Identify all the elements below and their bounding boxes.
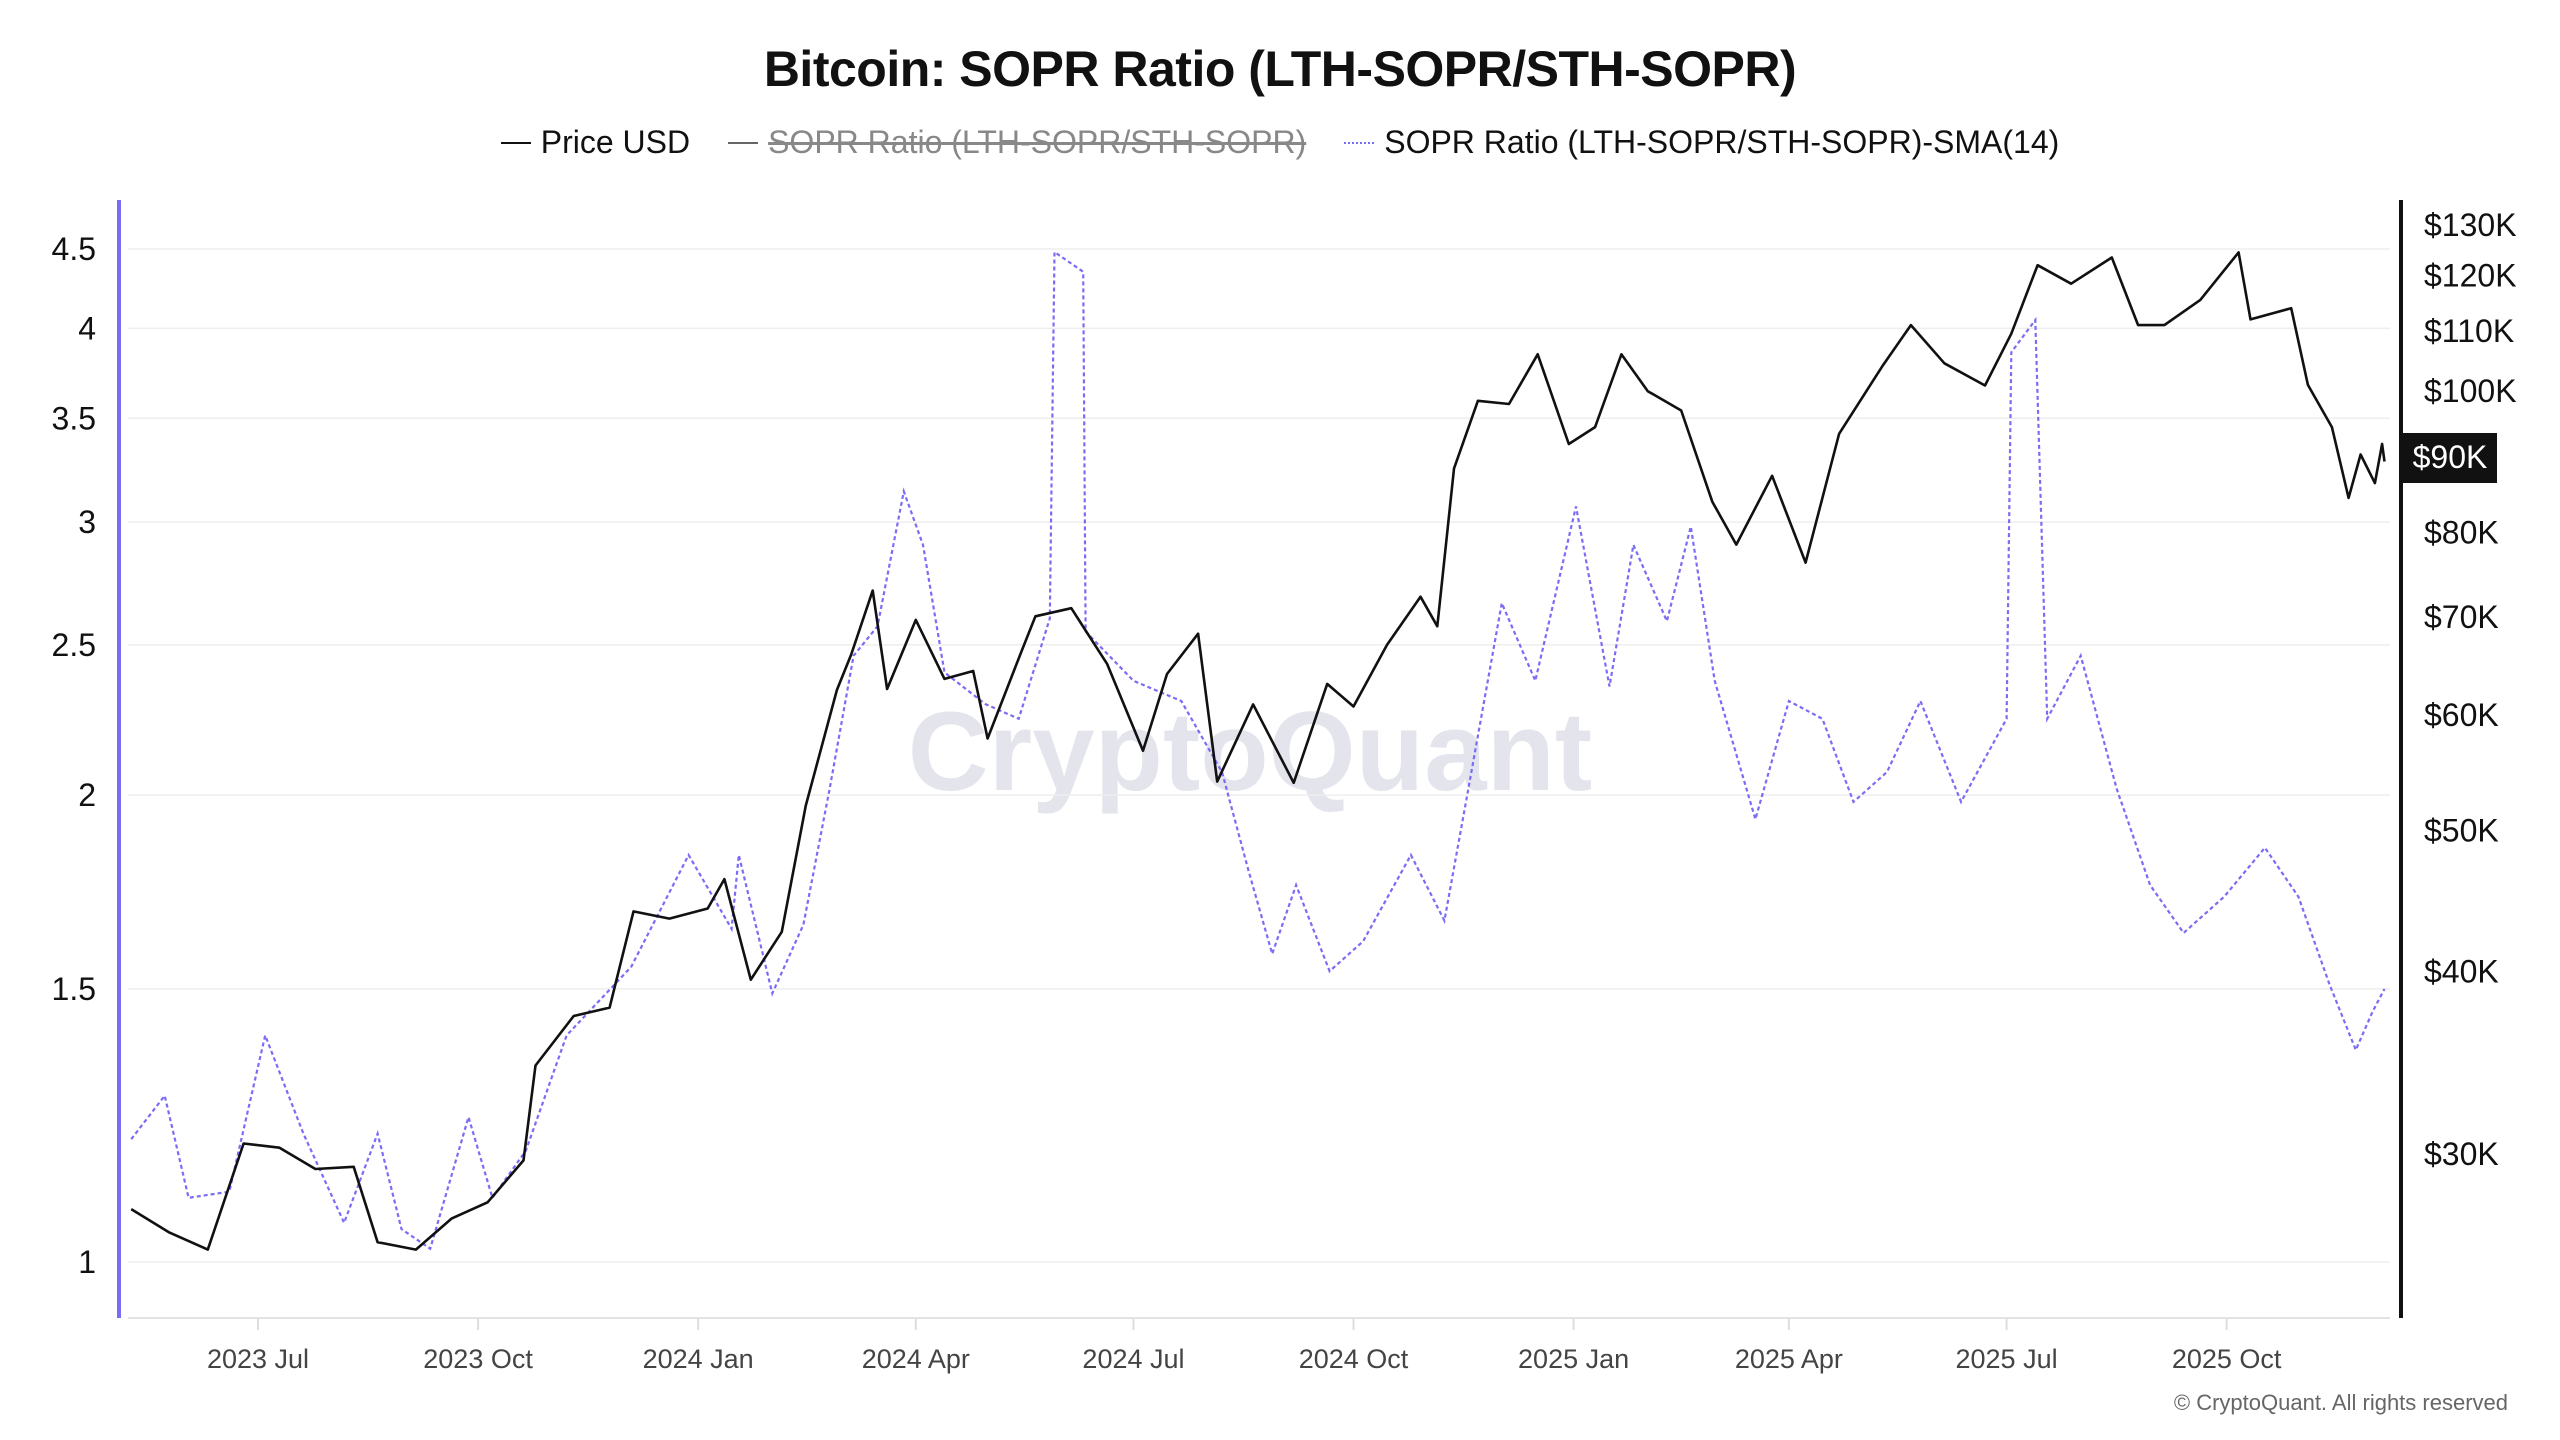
y-right-tick-label: $130K <box>2424 207 2517 243</box>
legend-swatch-sopr-ratio <box>728 141 759 144</box>
x-tick-label: 2025 Jan <box>1518 1344 1629 1374</box>
legend-label-sopr-sma: SOPR Ratio (LTH-SOPR/STH-SOPR)-SMA(14) <box>1384 124 2060 160</box>
x-tick-label: 2023 Jul <box>207 1344 309 1374</box>
axes: 1 1.5 2 2.5 3 3.5 4 4.5 $30K $40K $50K $60K $70K $80K… <box>52 200 2517 1374</box>
x-tick-label: 2024 Jan <box>643 1344 754 1374</box>
legend-label-sopr-ratio: SOPR Ratio (LTH-SOPR/STH-SOPR) <box>768 124 1307 160</box>
series-lines <box>130 249 2386 1251</box>
x-tick-label: 2025 Apr <box>1735 1344 1843 1374</box>
y-left-tick-label: 3 <box>78 504 96 540</box>
y-right-tick-label: $100K <box>2424 373 2517 409</box>
legend-label-price: Price USD <box>540 124 691 160</box>
y-left-tick-label: 1.5 <box>52 971 96 1007</box>
x-tick-label: 2023 Oct <box>423 1344 533 1374</box>
current-price-badge: $90K <box>2403 432 2497 483</box>
y-right-tick-label: $40K <box>2424 954 2499 990</box>
legend-item-sopr-sma[interactable]: SOPR Ratio (LTH-SOPR/STH-SOPR)-SMA(14) <box>1344 124 2059 161</box>
y-left-tick-label: 3.5 <box>52 400 96 436</box>
y-left-tick-label: 4.5 <box>52 231 96 267</box>
x-tick-label: 2024 Apr <box>862 1344 970 1374</box>
y-left-tick-label: 1 <box>78 1244 96 1280</box>
legend-item-sopr-ratio[interactable]: SOPR Ratio (LTH-SOPR/STH-SOPR) <box>728 124 1306 161</box>
y-right-tick-label: $60K <box>2424 697 2499 733</box>
legend-swatch-sopr-sma <box>1344 141 1375 144</box>
chart-title: Bitcoin: SOPR Ratio (LTH-SOPR/STH-SOPR) <box>763 41 1797 97</box>
legend-swatch-price <box>500 141 531 144</box>
y-left-tick-label: 2.5 <box>52 627 96 663</box>
y-left-tick-label: 2 <box>78 777 96 813</box>
legend-item-price[interactable]: Price USD <box>500 124 691 161</box>
price-usd-line <box>130 251 2386 1251</box>
y-right-tick-label: $70K <box>2424 599 2499 635</box>
y-right-tick-label: $50K <box>2424 812 2499 848</box>
x-tick-label: 2025 Oct <box>2172 1344 2282 1374</box>
y-right-tick-label: $120K <box>2424 258 2517 294</box>
x-tick-label: 2024 Oct <box>1299 1344 1409 1374</box>
copyright: © CryptoQuant. All rights reserved <box>2173 1390 2508 1415</box>
x-tick-label: 2025 Jul <box>1956 1344 2058 1374</box>
y-left-tick-label: 4 <box>78 310 96 346</box>
legend: Price USD SOPR Ratio (LTH-SOPR/STH-SOPR)… <box>0 124 2560 161</box>
y-right-tick-label: $80K <box>2424 515 2499 551</box>
y-right-tick-label: $30K <box>2424 1136 2499 1172</box>
x-tick-label: 2024 Jul <box>1082 1344 1184 1374</box>
y-right-tick-label: $110K <box>2424 313 2514 349</box>
